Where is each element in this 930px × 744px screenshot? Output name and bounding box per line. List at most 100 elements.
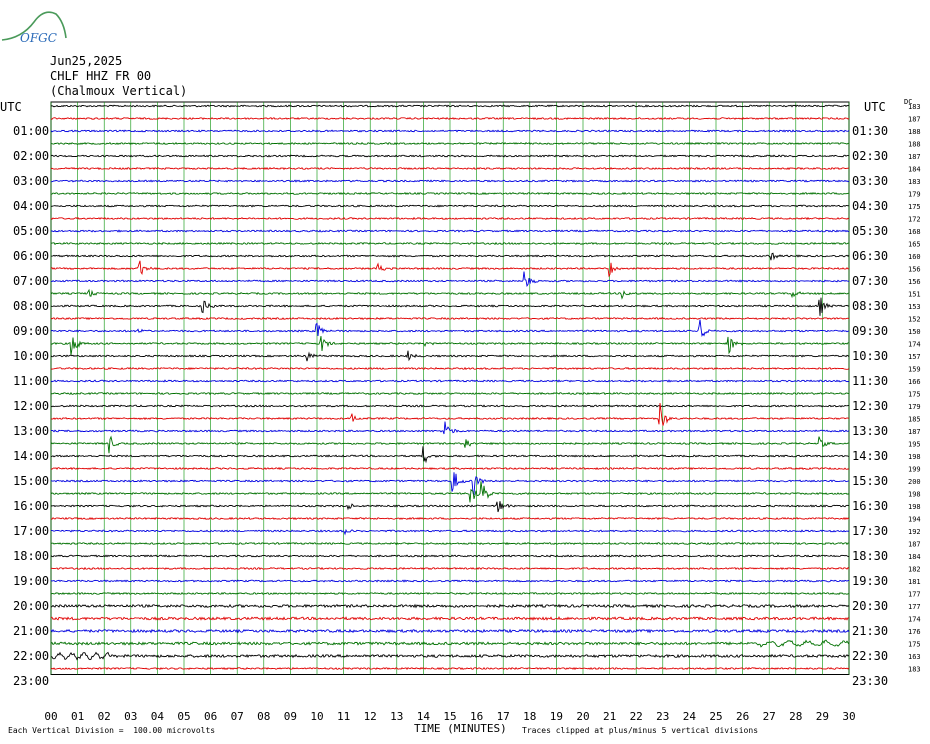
hour-label-left: 16:00 xyxy=(13,499,49,513)
dc-offset-label: 184 xyxy=(908,166,921,174)
x-tick-label: 00 xyxy=(44,710,57,723)
dc-offset-label: 174 xyxy=(908,616,921,624)
seismic-trace xyxy=(50,316,850,321)
x-tick-label: 29 xyxy=(816,710,829,723)
clip-note: Traces clipped at plus/minus 5 vertical … xyxy=(522,726,759,735)
hour-label-right: 02:30 xyxy=(852,149,888,163)
seismic-trace xyxy=(50,421,850,435)
dc-offset-label: 159 xyxy=(908,366,921,374)
seismic-trace xyxy=(50,466,850,471)
seismic-trace xyxy=(50,166,850,171)
hour-label-right: 20:30 xyxy=(852,599,888,613)
dc-offset-label: 183 xyxy=(908,666,921,674)
x-tick-label: 11 xyxy=(337,710,350,723)
hour-label-right: 19:30 xyxy=(852,574,888,588)
hour-label-left: 05:00 xyxy=(13,224,49,238)
seismic-trace xyxy=(50,579,850,583)
seismic-trace xyxy=(50,639,850,648)
hour-label-left: 04:00 xyxy=(13,199,49,213)
seismic-trace xyxy=(50,179,850,183)
x-tick-label: 08 xyxy=(257,710,270,723)
svg-text:OFGC: OFGC xyxy=(20,31,57,45)
dc-offset-label: 152 xyxy=(908,316,921,324)
dc-label: DC xyxy=(904,98,913,106)
hour-label-left: 22:00 xyxy=(13,649,49,663)
hour-label-left: 14:00 xyxy=(13,449,49,463)
station-location: (Chalmoux Vertical) xyxy=(50,84,188,98)
dc-offset-label: 150 xyxy=(908,328,921,336)
dc-offset-label: 156 xyxy=(908,278,921,286)
hour-label-right: 14:30 xyxy=(852,449,888,463)
hour-label-right: 21:30 xyxy=(852,624,888,638)
hour-label-left: 09:00 xyxy=(13,324,49,338)
dc-offset-label: 151 xyxy=(908,291,921,299)
seismic-trace xyxy=(50,260,850,278)
hour-label-right: 15:30 xyxy=(852,474,888,488)
seismic-trace xyxy=(50,229,850,233)
seismic-trace xyxy=(50,216,850,221)
dc-offset-label: 176 xyxy=(908,628,921,636)
seismic-trace xyxy=(50,628,850,634)
hour-label-left: 11:00 xyxy=(13,374,49,388)
hour-label-left: 06:00 xyxy=(13,249,49,263)
dc-offset-label: 198 xyxy=(908,503,921,511)
seismic-trace xyxy=(50,204,850,208)
dc-offset-label: 198 xyxy=(908,453,921,461)
dc-offset-label: 187 xyxy=(908,428,921,436)
x-tick-label: 14 xyxy=(417,710,431,723)
dc-offset-label: 156 xyxy=(908,266,921,274)
hour-label-left: 01:00 xyxy=(13,124,49,138)
seismic-trace xyxy=(50,154,850,158)
x-tick-label: 09 xyxy=(284,710,297,723)
x-tick-label: 24 xyxy=(683,710,697,723)
seismic-trace xyxy=(50,651,850,661)
seismic-trace xyxy=(50,435,850,454)
x-tick-label: 27 xyxy=(763,710,776,723)
seismic-trace xyxy=(50,402,850,426)
dc-offset-label: 183 xyxy=(908,103,921,111)
seismic-trace xyxy=(50,591,850,596)
dc-offset-label: 183 xyxy=(908,178,921,186)
hour-label-left: 21:00 xyxy=(13,624,49,638)
hour-label-right: 05:30 xyxy=(852,224,888,238)
seismic-trace xyxy=(50,391,850,396)
dc-offset-label: 181 xyxy=(908,578,921,586)
x-tick-label: 22 xyxy=(630,710,643,723)
hour-label-left: 20:00 xyxy=(13,599,49,613)
hour-label-left: 08:00 xyxy=(13,299,49,313)
seismic-trace xyxy=(50,366,850,371)
x-tick-label: 26 xyxy=(736,710,749,723)
dc-offset-label: 187 xyxy=(908,153,921,161)
seismic-trace xyxy=(50,603,850,609)
seismic-trace xyxy=(50,516,850,521)
hour-label-right: 09:30 xyxy=(852,324,888,338)
dc-offset-label: 185 xyxy=(908,416,921,424)
hour-label-left: 23:00 xyxy=(13,674,49,688)
seismic-trace xyxy=(50,501,850,513)
x-tick-label: 21 xyxy=(603,710,616,723)
x-tick-label: 03 xyxy=(124,710,137,723)
hour-label-right: 13:30 xyxy=(852,424,888,438)
hour-label-right: 17:30 xyxy=(852,524,888,538)
dc-offset-label: 195 xyxy=(908,441,921,449)
hour-label-right: 23:30 xyxy=(852,674,888,688)
dc-offset-label: 188 xyxy=(908,141,921,149)
hour-label-left: 19:00 xyxy=(13,574,49,588)
x-axis-title: TIME (MINUTES) xyxy=(414,722,507,735)
hour-label-left: 02:00 xyxy=(13,149,49,163)
dc-offset-label: 198 xyxy=(908,491,921,499)
scale-note: Each Vertical Division = 100.00 microvol… xyxy=(8,726,216,735)
dc-offset-label: 188 xyxy=(908,128,921,136)
dc-offset-label: 163 xyxy=(908,653,921,661)
x-tick-label: 18 xyxy=(523,710,536,723)
dc-offset-label: 160 xyxy=(908,253,921,261)
x-tick-label: 30 xyxy=(842,710,855,723)
seismic-trace xyxy=(50,404,850,408)
dc-offset-label: 177 xyxy=(908,603,921,611)
station-code: CHLF HHZ FR 00 xyxy=(50,69,152,83)
x-tick-label: 01 xyxy=(71,710,84,723)
hour-label-right: 06:30 xyxy=(852,249,888,263)
x-tick-label: 20 xyxy=(576,710,589,723)
dc-offset-label: 175 xyxy=(908,203,921,211)
